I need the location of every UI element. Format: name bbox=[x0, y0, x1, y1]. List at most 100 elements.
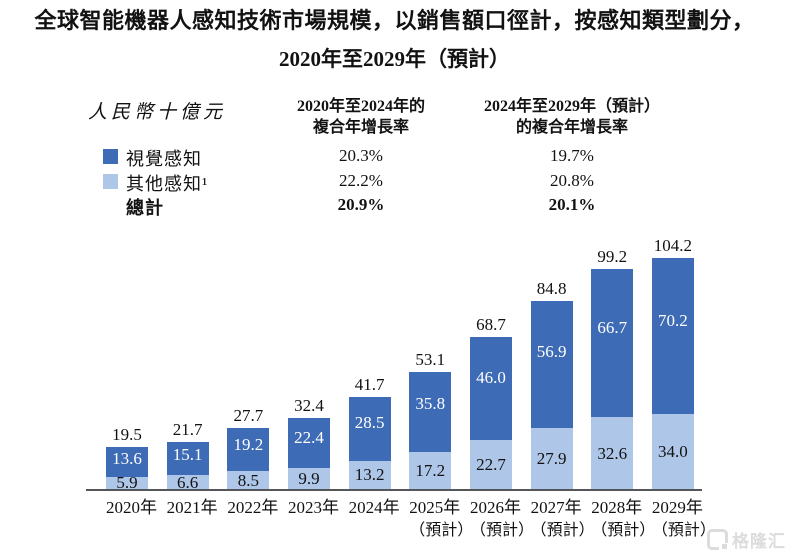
cagr-col2-line2: 的複合年增長率 bbox=[515, 119, 628, 136]
x-axis-forecast-suffix: （預計） bbox=[651, 522, 716, 539]
x-axis-line bbox=[86, 489, 702, 491]
cagr-value: 20.1% bbox=[548, 195, 596, 214]
bar-segment-value-label: 46.0 bbox=[476, 368, 506, 388]
bar-segment-value-label: 5.9 bbox=[116, 473, 138, 493]
bar-segment-其他感知¹: 32.6 bbox=[591, 417, 634, 490]
x-axis-forecast-suffix: （預計） bbox=[469, 522, 534, 539]
bar-segment-其他感知¹: 9.9 bbox=[287, 468, 330, 490]
bar-segment-value-label: 17.2 bbox=[415, 460, 446, 480]
bar-segment-其他感知¹: 8.5 bbox=[227, 471, 270, 490]
chart-title-line2: 2020年至2029年（預計） bbox=[279, 47, 510, 71]
visual-perception-swatch-icon bbox=[103, 149, 118, 164]
bar-segment-value-label: 9.9 bbox=[298, 469, 320, 488]
bar-column: 53.1 35.8 17.2 bbox=[409, 350, 452, 490]
bar-segment-視覺感知: 22.4 bbox=[287, 418, 330, 468]
bar-column: 32.4 22.4 9.9 bbox=[287, 396, 330, 490]
bar-column: 68.7 46.0 22.7 bbox=[469, 315, 512, 490]
bar-segment-視覺感知: 15.1 bbox=[166, 441, 209, 476]
bar-segment-其他感知¹: 13.2 bbox=[348, 460, 391, 490]
cagr-value: 20.9% bbox=[337, 195, 385, 214]
x-axis-forecast-suffix: （預計） bbox=[591, 522, 656, 539]
bar-total-label: 41.7 bbox=[354, 375, 385, 395]
bar-segment-value-label: 8.5 bbox=[237, 470, 259, 490]
cagr-value: 19.7% bbox=[550, 146, 594, 165]
x-axis-label: 2024年 bbox=[349, 496, 400, 519]
stacked-bar-chart: 19.5 13.6 5.9 21.7 15.1 6.6 27.7 19.2 8.5 32.4 22.… bbox=[106, 236, 694, 492]
cagr-column-header-2024-2029: 2024年至2029年（預計） 的複合年增長率 bbox=[442, 96, 702, 138]
bar-segment-value-label: 66.7 bbox=[597, 318, 628, 338]
bar-total-label: 99.2 bbox=[597, 246, 628, 266]
bar-segment-其他感知¹: 5.9 bbox=[106, 473, 148, 492]
bar-segment-視覺感知: 70.2 bbox=[651, 258, 694, 415]
bar-segment-value-label: 35.8 bbox=[415, 393, 446, 413]
bar-segment-其他感知¹: 27.9 bbox=[530, 427, 573, 490]
x-axis-label: 2029年 （預計） bbox=[651, 496, 716, 542]
x-axis-label: 2022年 bbox=[227, 496, 278, 519]
cagr-column-header-2020-2024: 2020年至2024年的 複合年增長率 bbox=[231, 96, 491, 138]
x-axis-year: 2022年 bbox=[227, 498, 279, 517]
bar-segment-視覺感知: 13.6 bbox=[106, 446, 148, 477]
bar-segment-其他感知¹: 34.0 bbox=[651, 414, 694, 490]
bar-segment-其他感知¹: 22.7 bbox=[469, 439, 512, 490]
bar-segment-value-label: 22.7 bbox=[476, 454, 506, 474]
bar-total-label: 32.4 bbox=[294, 396, 324, 416]
bar-segment-視覺感知: 66.7 bbox=[591, 268, 634, 418]
bar-column: 19.5 13.6 5.9 bbox=[106, 425, 148, 492]
legend-row-total: 總計 20.9% 20.1% bbox=[0, 194, 789, 218]
x-axis-forecast-suffix: （預計） bbox=[530, 522, 595, 539]
bar-segment-value-label: 34.0 bbox=[658, 442, 688, 462]
cagr-value: 20.8% bbox=[550, 171, 594, 190]
x-axis-label: 2023年 bbox=[288, 496, 339, 519]
bar-segment-視覺感知: 56.9 bbox=[530, 301, 573, 428]
bar-column: 84.8 56.9 27.9 bbox=[530, 279, 573, 490]
bar-segment-其他感知¹: 17.2 bbox=[409, 451, 452, 490]
bar-column: 104.2 70.2 34.0 bbox=[651, 236, 694, 490]
x-axis-year: 2026年 bbox=[469, 498, 521, 517]
x-axis-year: 2028年 bbox=[591, 498, 643, 517]
x-axis-label: 2026年 （預計） bbox=[469, 496, 534, 542]
gelonghui-logo-icon bbox=[707, 529, 728, 550]
bar-total-label: 104.2 bbox=[653, 236, 693, 256]
bar-total-label: 84.8 bbox=[536, 279, 567, 299]
x-axis-label: 2028年 （預計） bbox=[591, 496, 656, 542]
other-perception-swatch-icon bbox=[103, 174, 118, 189]
x-axis-label: 2021年 bbox=[167, 496, 218, 519]
gelonghui-logo-text: 格隆汇 bbox=[732, 532, 786, 551]
x-axis-year: 2025年 bbox=[409, 498, 461, 517]
cagr-value: 22.2% bbox=[339, 171, 383, 190]
bar-column: 41.7 28.5 13.2 bbox=[348, 375, 391, 490]
legend-label: 總計 bbox=[126, 198, 164, 218]
legend-row-visual-perception: 視覺感知 20.3% 19.7% bbox=[0, 145, 789, 169]
x-axis-label: 2020年 bbox=[106, 496, 157, 519]
bar-total-label: 68.7 bbox=[476, 315, 506, 335]
bar-segment-視覺感知: 35.8 bbox=[409, 372, 452, 452]
cagr-value: 20.3% bbox=[339, 146, 383, 165]
bar-segment-value-label: 56.9 bbox=[536, 341, 567, 361]
bar-segment-value-label: 32.6 bbox=[597, 443, 628, 463]
bar-segment-視覺感知: 46.0 bbox=[469, 337, 512, 440]
x-axis-year: 2027年 bbox=[530, 498, 582, 517]
legend-row-other-perception: 其他感知¹ 22.2% 20.8% bbox=[0, 170, 789, 194]
legend-label: 其他感知¹ bbox=[126, 174, 209, 194]
cagr-col1-line2: 複合年增長率 bbox=[312, 119, 409, 136]
bar-segment-value-label: 15.1 bbox=[172, 445, 203, 465]
bar-total-label: 27.7 bbox=[233, 406, 264, 426]
bar-segment-value-label: 6.6 bbox=[177, 472, 199, 492]
cagr-col1-line1: 2020年至2024年的 bbox=[296, 98, 425, 115]
bar-segment-其他感知¹: 6.6 bbox=[166, 473, 209, 492]
x-axis-label: 2027年 （預計） bbox=[530, 496, 595, 542]
bar-column: 21.7 15.1 6.6 bbox=[166, 419, 209, 492]
x-axis-year: 2023年 bbox=[287, 498, 339, 517]
legend-label: 視覺感知 bbox=[126, 149, 202, 169]
bar-segment-value-label: 19.2 bbox=[233, 435, 264, 455]
x-axis-labels: 2020年 2021年 2022年 2023年 2024年 2025年 （預計） 2026年 （… bbox=[106, 496, 716, 542]
bar-segment-視覺感知: 19.2 bbox=[227, 428, 270, 472]
bar-segment-value-label: 22.4 bbox=[294, 428, 324, 448]
gelonghui-watermark: 格隆汇 bbox=[707, 527, 786, 552]
bar-total-label: 21.7 bbox=[172, 419, 203, 439]
bar-column: 99.2 66.7 32.6 bbox=[591, 246, 634, 490]
chart-title-line1: 全球智能機器人感知技術市場規模，以銷售額口徑計，按感知類型劃分， bbox=[34, 8, 755, 33]
unit-label: 人民幣十億元 bbox=[88, 102, 227, 123]
x-axis-label: 2025年 （預計） bbox=[409, 496, 473, 542]
